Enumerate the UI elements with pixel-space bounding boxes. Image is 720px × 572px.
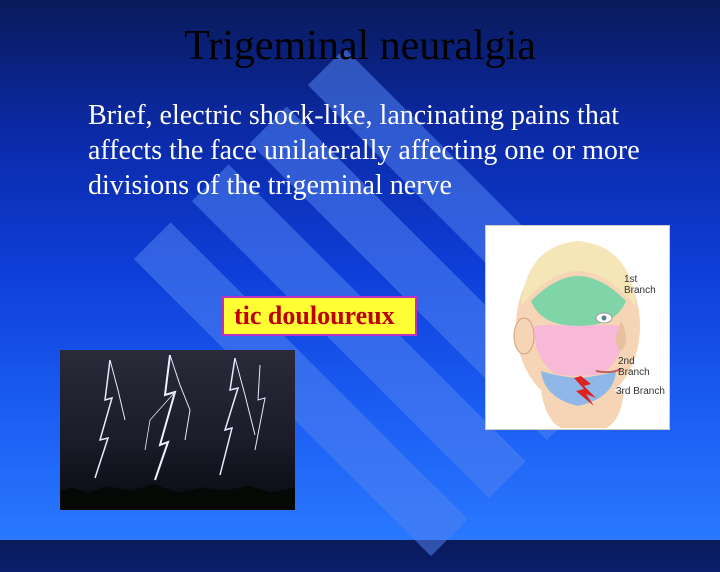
slide-title: Trigeminal neuralgia (0, 0, 720, 70)
slide-description: Brief, electric shock-like, lancinating … (0, 70, 720, 203)
lightning-image (60, 350, 295, 510)
branch1-label: 1st Branch (624, 274, 669, 296)
head-diagram: 1st Branch 2nd Branch 3rd Branch (485, 225, 670, 430)
callout-label: tic douloureux (222, 296, 417, 336)
branch3-label: 3rd Branch (616, 386, 665, 397)
branch2-label: 2nd Branch (618, 356, 669, 378)
